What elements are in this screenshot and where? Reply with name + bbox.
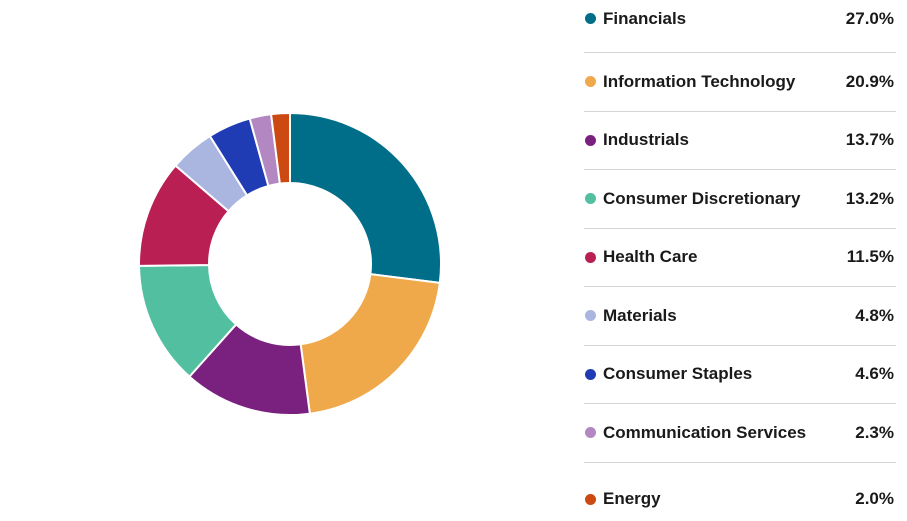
legend-label: Health Care: [603, 247, 847, 267]
legend-value: 2.0%: [855, 489, 894, 509]
donut-chart: [0, 0, 580, 513]
legend-label: Consumer Discretionary: [603, 189, 846, 209]
legend-swatch: [585, 76, 596, 87]
legend-value: 2.3%: [855, 423, 894, 443]
legend-swatch: [585, 427, 596, 438]
legend-label: Consumer Staples: [603, 364, 855, 384]
legend-label: Information Technology: [603, 72, 846, 92]
legend-swatch: [585, 310, 596, 321]
legend-swatch: [585, 193, 596, 204]
legend-value: 20.9%: [846, 72, 894, 92]
slice-financials[interactable]: [290, 113, 441, 283]
legend-label: Industrials: [603, 130, 846, 150]
legend-label: Communication Services: [603, 423, 855, 443]
legend-value: 4.6%: [855, 364, 894, 384]
legend-value: 4.8%: [855, 306, 894, 326]
legend-swatch: [585, 252, 596, 263]
legend-label: Energy: [603, 489, 855, 509]
slice-information-technology[interactable]: [301, 274, 440, 414]
legend-label: Financials: [603, 9, 846, 29]
legend-value: 13.2%: [846, 189, 894, 209]
legend-swatch: [585, 494, 596, 505]
legend-swatch: [585, 369, 596, 380]
legend-swatch: [585, 135, 596, 146]
legend-value: 11.5%: [847, 247, 894, 267]
donut-slices: [139, 113, 441, 415]
legend-swatch: [585, 13, 596, 24]
legend-label: Materials: [603, 306, 855, 326]
legend-value: 13.7%: [846, 130, 894, 150]
legend-value: 27.0%: [846, 9, 894, 29]
